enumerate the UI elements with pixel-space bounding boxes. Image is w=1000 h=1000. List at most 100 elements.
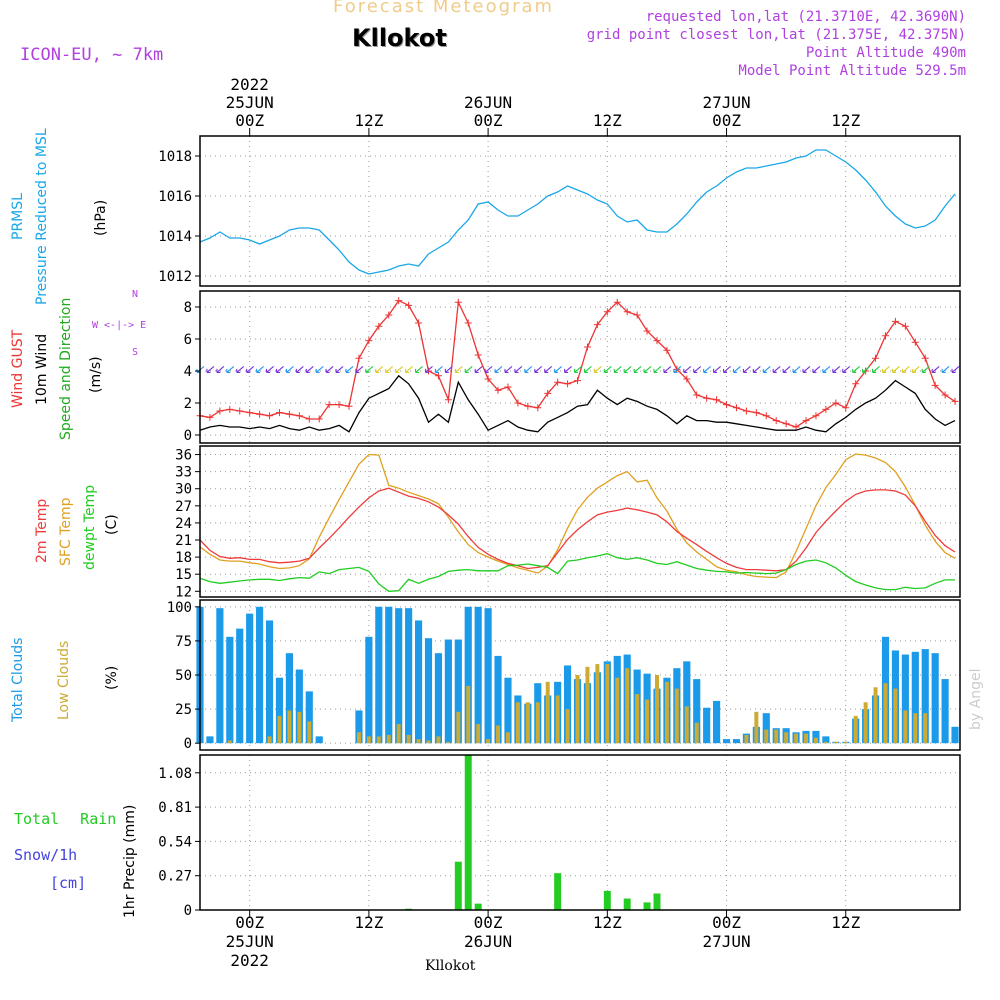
rain-bar [474, 903, 482, 910]
total-clouds-bar [693, 679, 701, 744]
low-clouds-bar [535, 702, 540, 744]
total-clouds-bar [385, 606, 393, 744]
gust-marker [901, 322, 909, 330]
total-clouds-bar [921, 649, 929, 744]
wind-direction-arrow [713, 365, 721, 373]
gust-marker [822, 405, 830, 413]
wind-direction-arrow [504, 365, 513, 373]
ytick-label-temp: 27 [175, 499, 192, 515]
total-clouds-bar [424, 638, 433, 744]
low-clouds-bar [515, 702, 520, 744]
total-clouds-bar [822, 736, 830, 744]
gust-marker [693, 391, 701, 399]
wind-direction-arrow [226, 365, 235, 373]
wind-direction-arrow [583, 365, 592, 373]
total-clouds-bar [474, 606, 482, 744]
gust-marker [832, 399, 840, 407]
total-clouds-bar [444, 639, 452, 744]
wind-direction-arrow [742, 365, 751, 373]
ytick-label-wind: 2 [184, 396, 192, 412]
wind-direction-arrow [524, 365, 533, 373]
gust-marker [842, 404, 850, 412]
total-clouds-bar [206, 736, 214, 744]
time-label-top: 25JUN [226, 93, 274, 112]
low-clouds-bar [565, 709, 570, 744]
sfc-temp-line [199, 453, 956, 579]
low-clouds-bar [366, 736, 371, 744]
total-clouds-bar [732, 739, 741, 744]
wind-direction-arrow [395, 365, 404, 373]
wind-direction-arrow [424, 365, 433, 373]
pressure-line [199, 149, 956, 275]
gust-marker [275, 409, 283, 417]
low-clouds-bar [456, 711, 461, 744]
ytick-label-clouds: 75 [175, 634, 192, 650]
low-clouds-bar [873, 687, 878, 744]
wind-direction-arrow [593, 365, 602, 373]
wind-direction-arrow [216, 365, 225, 373]
gust-marker [295, 412, 303, 420]
wind-direction-arrow [812, 365, 821, 373]
low-clouds-bar [883, 683, 888, 744]
time-label-bottom: 27JUN [702, 932, 750, 951]
time-label-bottom: 00Z [474, 913, 503, 932]
time-label-bottom: 00Z [712, 913, 741, 932]
frame-wind [199, 290, 961, 444]
wind-direction-arrow [265, 365, 274, 373]
total-clouds-bar [355, 710, 363, 744]
ytick-label-wind: 6 [184, 332, 192, 348]
low-clouds-bar [267, 736, 272, 744]
gust-marker [395, 297, 403, 305]
total-clouds-bar [395, 608, 403, 744]
wind-direction-arrow [633, 365, 642, 373]
gust-marker [216, 407, 224, 415]
wind-direction-arrow [703, 365, 712, 373]
time-label-top: 27JUN [702, 93, 750, 112]
low-clouds-bar [486, 739, 491, 744]
low-clouds-bar [684, 706, 689, 744]
low-clouds-bar [655, 675, 659, 744]
low-clouds-bar [744, 735, 749, 744]
wind-direction-arrow [275, 365, 284, 373]
wind-direction-arrow [246, 365, 255, 373]
time-label-bottom: 12Z [593, 913, 622, 932]
gust-marker [713, 396, 721, 404]
time-label-top: 00Z [474, 111, 503, 130]
total-clouds-bar [564, 665, 572, 744]
gust-marker [732, 404, 740, 412]
low-clouds-bar [794, 733, 799, 744]
total-clouds-bar [414, 620, 423, 744]
snow-unit: [cm] [50, 874, 87, 892]
low-clouds-bar [863, 702, 868, 744]
ytick-label-clouds: 25 [175, 702, 192, 718]
low-clouds-bar [227, 740, 232, 744]
wind-direction-arrow [256, 365, 264, 373]
total-clouds-bar [464, 606, 472, 744]
tick-labels: 1012101410161018024681215182124273033360… [158, 75, 860, 970]
frame-precip [199, 754, 961, 911]
low-clouds-bar [774, 729, 779, 744]
ytick-label-temp: 24 [175, 516, 192, 532]
total-clouds-bar [405, 608, 413, 744]
wind-direction-arrow [295, 365, 304, 373]
low-clouds-bar [804, 733, 808, 744]
low-clouds-bar [694, 722, 699, 744]
low-clouds-bar [913, 713, 918, 744]
wind-direction-arrow [722, 365, 731, 373]
gust-marker [772, 417, 780, 425]
time-label-top: 2022 [230, 75, 269, 94]
gust-marker [653, 337, 661, 345]
wind-direction-arrow [832, 365, 841, 373]
gust-marker [236, 407, 244, 415]
time-label-bottom: 25JUN [226, 932, 274, 951]
low-clouds-bar [635, 694, 640, 744]
low-clouds-bar [297, 711, 302, 744]
wind-direction-arrow [673, 365, 682, 373]
ytick-label-precip: 0.81 [158, 800, 192, 816]
dewpt-line [199, 553, 955, 592]
frame-temp [199, 445, 961, 598]
wind-direction-arrow [782, 365, 791, 373]
wind-direction-arrow [474, 365, 483, 373]
wind-direction-arrow [802, 365, 811, 373]
low-clouds-bar [823, 741, 828, 744]
